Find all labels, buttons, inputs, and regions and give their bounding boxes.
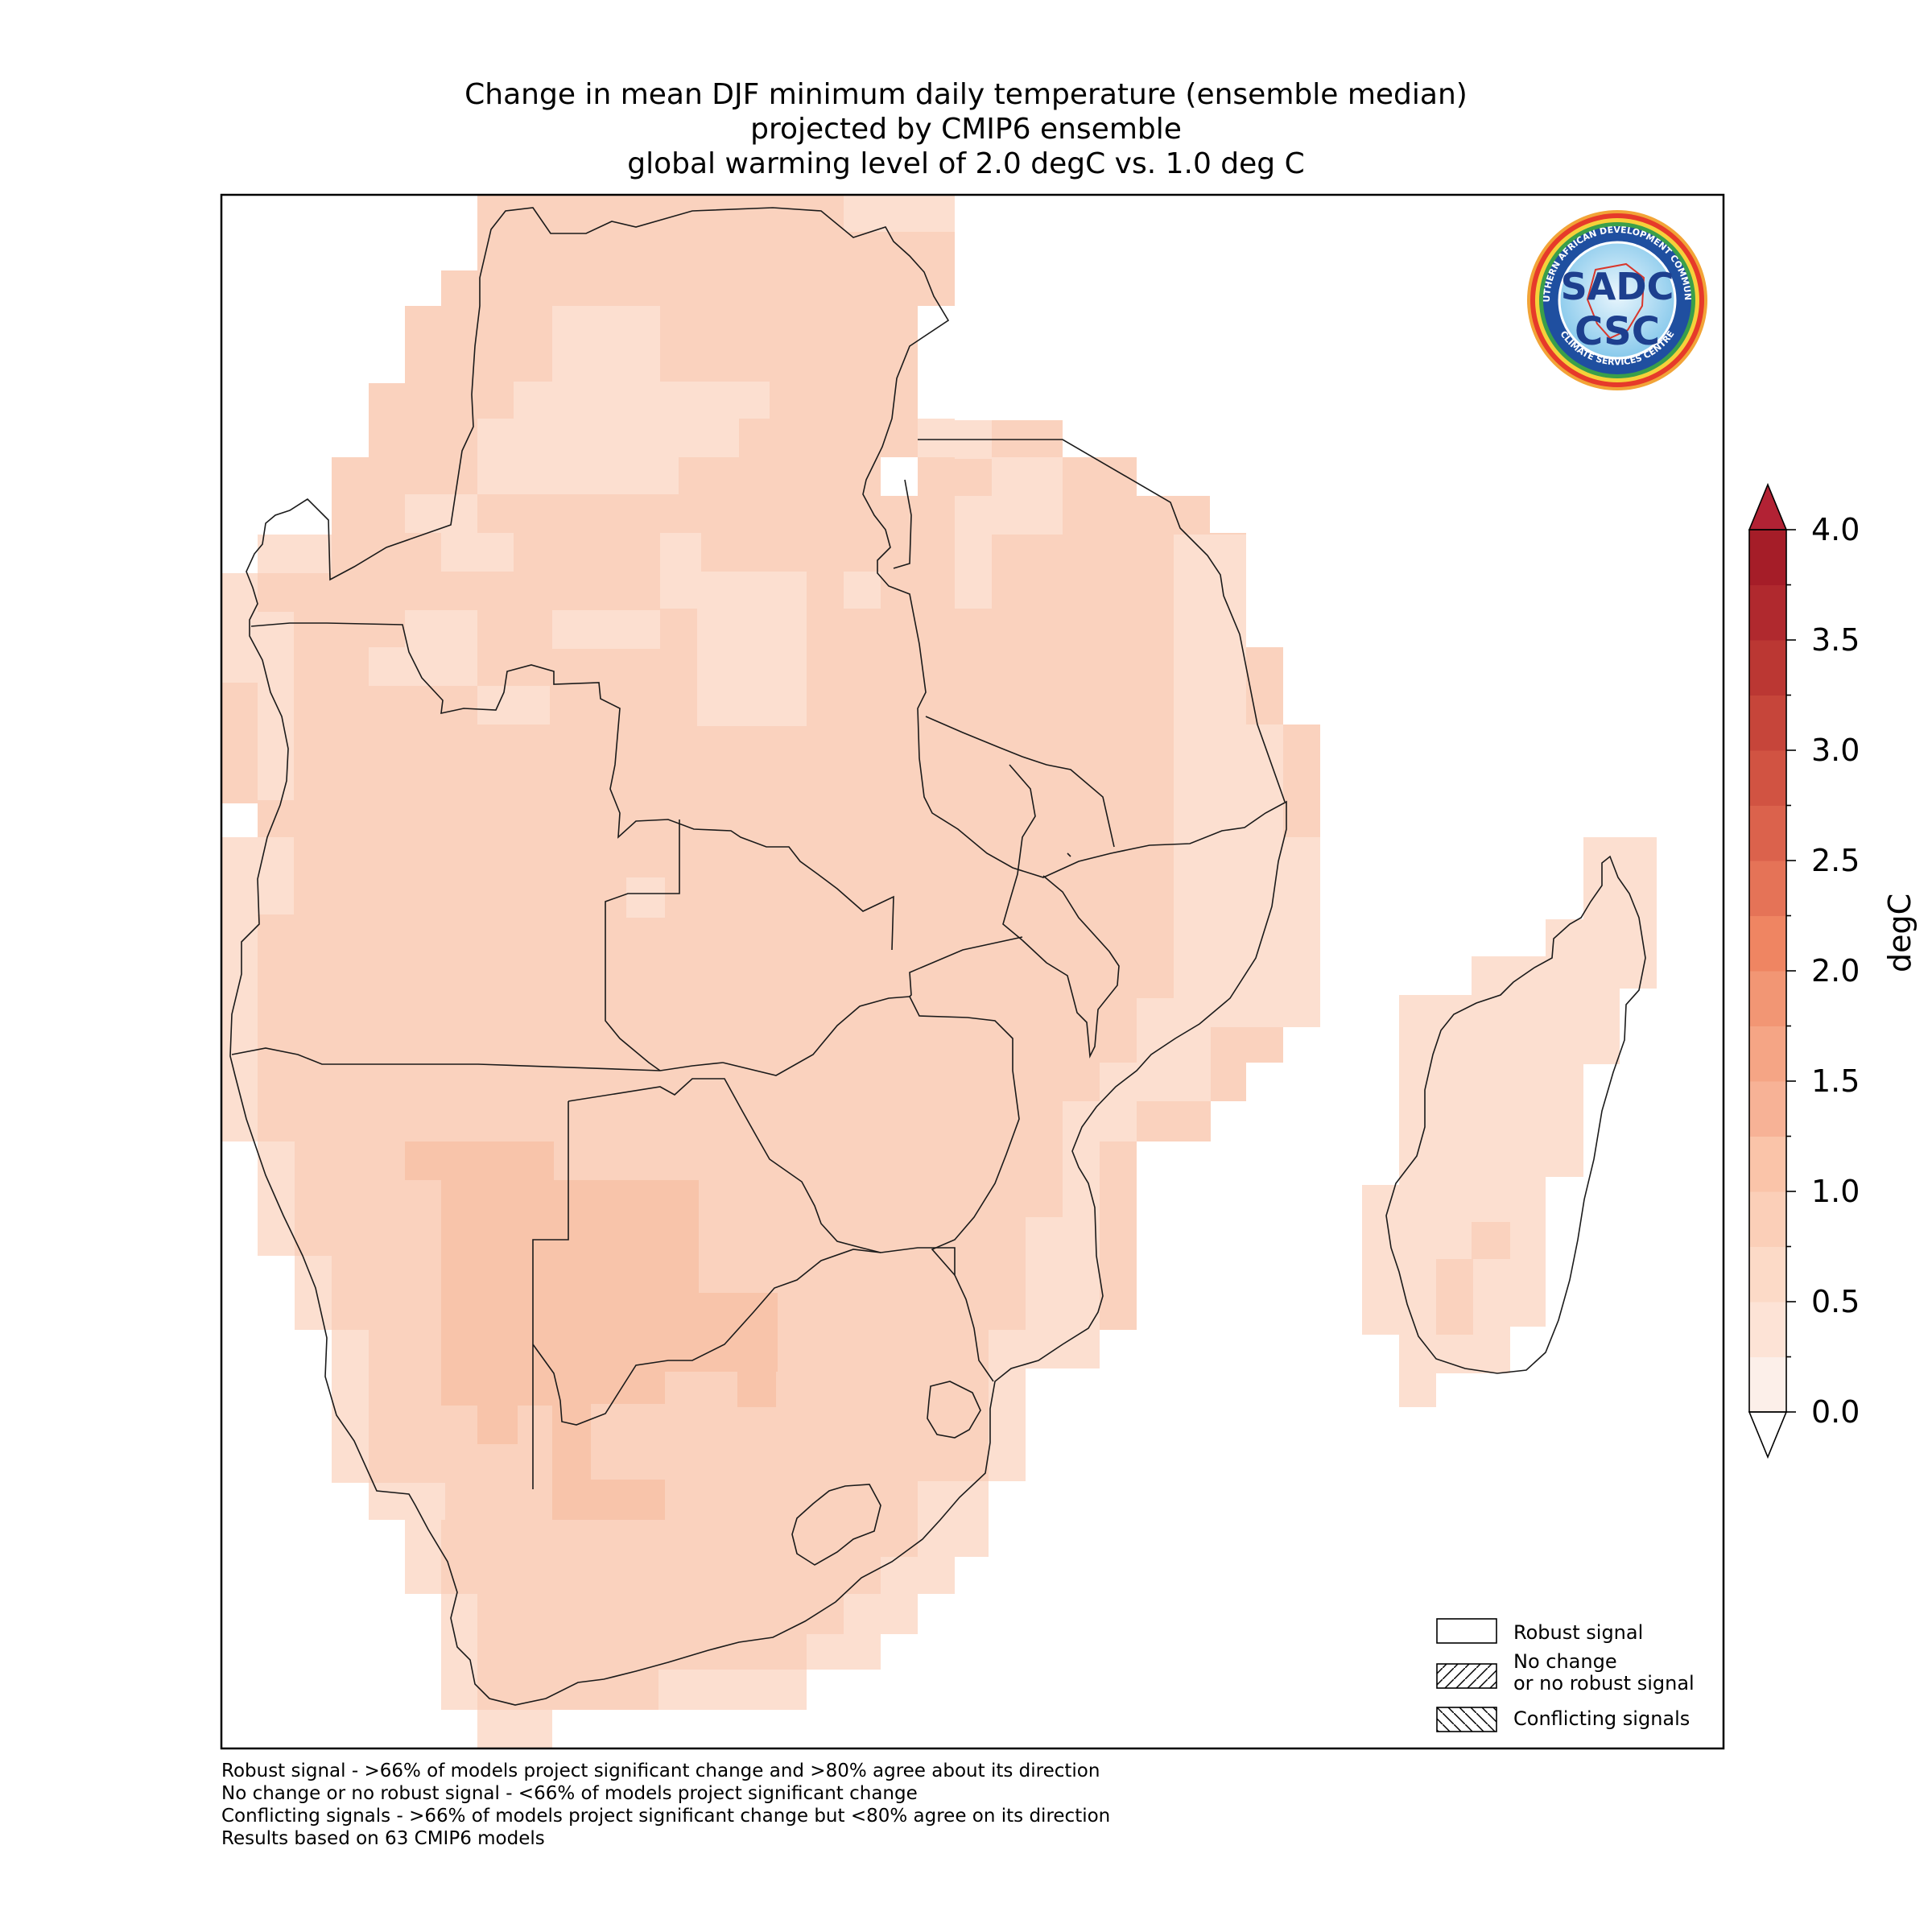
border-angola-zambia xyxy=(605,819,680,1071)
colorbar-segment xyxy=(1749,861,1786,916)
legend-label-robust: Robust signal xyxy=(1513,1621,1643,1644)
border-namibia-botswana xyxy=(568,1078,881,1253)
colorbar-segment xyxy=(1749,805,1786,861)
border-drc-angola xyxy=(250,622,894,951)
data-grid xyxy=(221,195,1657,1748)
border-angola-namibia xyxy=(231,1047,724,1071)
signal-legend: Robust signal No change or no robust sig… xyxy=(1436,1618,1695,1732)
colorbar-unit-label: degC xyxy=(1882,893,1918,972)
border-zimbabwe-southafrica xyxy=(880,1247,994,1382)
logo-csc-text: CSC xyxy=(1575,309,1660,354)
colorbar-segment xyxy=(1749,1136,1786,1192)
grid-dark-cells xyxy=(405,1141,778,1520)
footnote-conflicting: Conflicting signals - >66% of models pro… xyxy=(221,1806,1111,1827)
colorbar-segment xyxy=(1749,750,1786,806)
colorbar-tick-label: 3.0 xyxy=(1811,733,1860,768)
border-tanzania-north xyxy=(918,439,1286,803)
colorbar-tick-label: 1.5 xyxy=(1811,1063,1860,1099)
border-drc-tanzania xyxy=(893,479,912,569)
grid-nodata-cell xyxy=(881,457,918,496)
border-namibia-botswana-2 xyxy=(532,1101,569,1489)
grid-light-cells xyxy=(221,195,1320,1748)
border-malawi xyxy=(1022,875,1120,1059)
colorbar-segment xyxy=(1749,1081,1786,1137)
map-frame xyxy=(220,193,1725,1750)
colorbar-extend-over xyxy=(1748,482,1788,530)
colorbar-segment xyxy=(1749,530,1786,585)
map-title: Change in mean DJF minimum daily tempera… xyxy=(0,77,1932,181)
colorbar-tick-label: 3.5 xyxy=(1811,622,1860,658)
country-borders xyxy=(229,207,1287,1706)
legend-label-conflicting: Conflicting signals xyxy=(1513,1707,1690,1730)
colorbar-segment xyxy=(1749,1356,1786,1413)
legend-label-no-change: No change xyxy=(1513,1650,1617,1673)
colorbar-tick-label: 1.0 xyxy=(1811,1174,1860,1209)
colorbar-tick-label: 2.5 xyxy=(1811,843,1860,878)
colorbar-segment xyxy=(1749,1026,1786,1082)
border-lesotho xyxy=(791,1484,881,1566)
border-mozambique-zimbabwe xyxy=(909,996,1020,1276)
legend-swatch-robust xyxy=(1436,1618,1497,1644)
border-zambia-tanzania xyxy=(925,716,1115,848)
border-botswana-southafrica xyxy=(532,1249,881,1426)
colorbar-segment xyxy=(1749,640,1786,696)
colorbar-segment xyxy=(1749,584,1786,641)
border-zambia-malawi xyxy=(1002,764,1036,941)
lake-malawi-shore xyxy=(1067,852,1071,857)
logo-sadc-text: SADC xyxy=(1561,265,1674,308)
legend-swatch-no-change xyxy=(1436,1663,1497,1689)
footnotes: Robust signal - >66% of models project s… xyxy=(221,1760,1110,1850)
grid-region-madagascar xyxy=(1362,837,1657,1407)
legend-label-no-change-2: or no robust signal xyxy=(1513,1672,1695,1695)
title-line-3: global warming level of 2.0 degC vs. 1.0… xyxy=(627,147,1305,180)
title-line-1: Change in mean DJF minimum daily tempera… xyxy=(464,78,1468,111)
colorbar-segment xyxy=(1749,695,1786,751)
colorbar-segment xyxy=(1749,1302,1786,1357)
colorbar-segment xyxy=(1749,915,1786,972)
border-zambia-zimbabwe xyxy=(722,996,910,1076)
legend-swatch-conflicting xyxy=(1436,1707,1497,1732)
footnote-robust: Robust signal - >66% of models project s… xyxy=(221,1761,1100,1781)
grid-nodata-cell xyxy=(221,803,258,837)
colorbar-tick-label: 4.0 xyxy=(1811,512,1860,547)
colorbar-tick-label: 0.0 xyxy=(1811,1394,1860,1430)
footnote-no-change: No change or no robust signal - <66% of … xyxy=(221,1783,918,1804)
colorbar-tick-label: 0.5 xyxy=(1811,1284,1860,1319)
coastline-mainland xyxy=(229,207,1287,1706)
colorbar-segment xyxy=(1749,971,1786,1026)
coastline-madagascar xyxy=(1385,855,1646,1374)
border-eswatini xyxy=(927,1381,981,1439)
colorbar-extend-under xyxy=(1748,1411,1788,1459)
border-zambia-mozambique xyxy=(909,936,1023,997)
colorbar-segment xyxy=(1749,1191,1786,1247)
colorbar-tick-label: 2.0 xyxy=(1811,953,1860,989)
colorbar-segment xyxy=(1749,1246,1786,1302)
grid-madagascar-dark xyxy=(1436,1222,1510,1335)
footnote-models: Results based on 63 CMIP6 models xyxy=(221,1828,545,1849)
colorbar xyxy=(1748,482,1796,1459)
title-line-2: projected by CMIP6 ensemble xyxy=(750,113,1182,146)
